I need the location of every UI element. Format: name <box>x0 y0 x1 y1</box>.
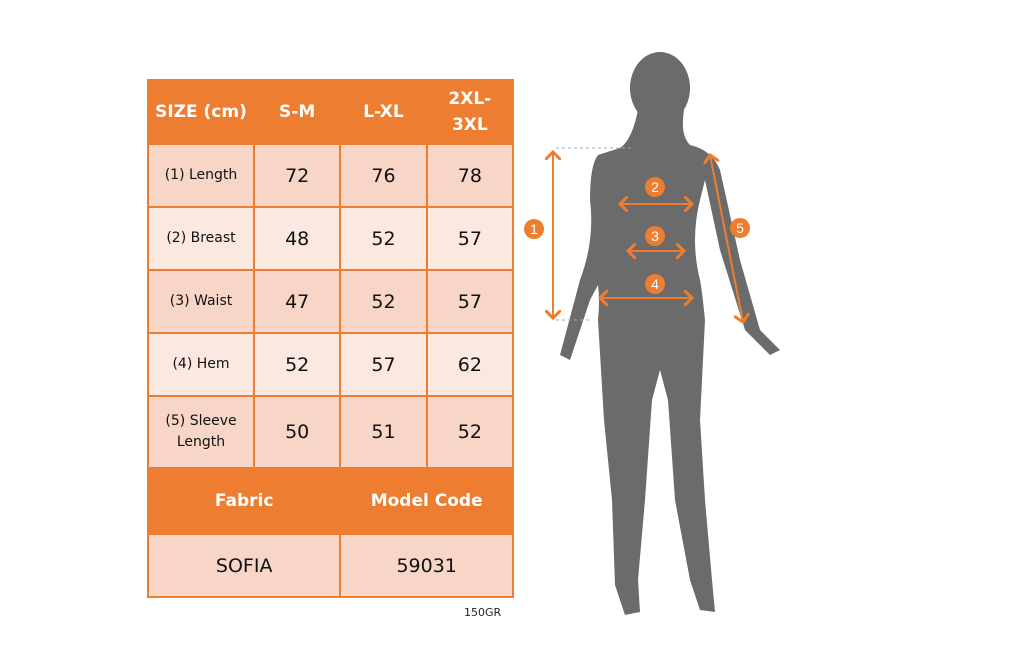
table-row: (5) Sleeve Length 50 51 52 <box>147 395 515 469</box>
marker-2: 2 <box>651 179 659 195</box>
cell: 57 <box>425 269 515 334</box>
fabric-header-row: Fabric Model Code <box>146 467 514 535</box>
fabric-value: SOFIA <box>146 533 342 598</box>
marker-1: 1 <box>530 221 538 237</box>
row-label: (4) Hem <box>147 332 255 397</box>
cell: 72 <box>252 143 342 208</box>
marker-3: 3 <box>651 228 659 244</box>
cell: 78 <box>425 143 515 208</box>
fabric-weight-note: 150GR <box>464 606 502 619</box>
header-size: SIZE (cm) <box>147 79 255 145</box>
row-label: (5) Sleeve Length <box>147 395 255 469</box>
cell: 62 <box>425 332 515 397</box>
header-l-xl: L-XL <box>339 79 428 145</box>
cell: 57 <box>339 332 428 397</box>
cell: 50 <box>252 395 342 469</box>
cell: 52 <box>252 332 342 397</box>
table-row: (4) Hem 52 57 62 <box>147 332 515 397</box>
cell: 52 <box>339 269 428 334</box>
cell: 51 <box>339 395 428 469</box>
measurement-markers <box>524 177 750 294</box>
model-code-value: 59031 <box>339 533 514 598</box>
model-code-header: Model Code <box>339 467 514 535</box>
cell: 52 <box>339 206 428 271</box>
cell: 76 <box>339 143 428 208</box>
header-s-m: S-M <box>252 79 342 145</box>
cell: 57 <box>425 206 515 271</box>
woman-silhouette <box>560 52 780 615</box>
cell: 52 <box>425 395 515 469</box>
fabric-header: Fabric <box>146 467 342 535</box>
table-row: (1) Length 72 76 78 <box>147 143 515 208</box>
header-row: SIZE (cm) S-M L-XL 2XL-3XL <box>147 79 515 145</box>
row-label: (3) Waist <box>147 269 255 334</box>
header-2xl-3xl: 2XL-3XL <box>425 79 515 145</box>
sleeve-arrow <box>710 155 743 322</box>
cell: 48 <box>252 206 342 271</box>
cell: 47 <box>252 269 342 334</box>
table-row: (2) Breast 48 52 57 <box>147 206 515 271</box>
size-chart-table: SIZE (cm) S-M L-XL 2XL-3XL (1) Length 72… <box>146 79 515 598</box>
row-label: (1) Length <box>147 143 255 208</box>
row-label: (2) Breast <box>147 206 255 271</box>
marker-4: 4 <box>651 276 659 292</box>
fabric-row: SOFIA 59031 <box>146 533 514 598</box>
marker-5: 5 <box>736 220 744 236</box>
table-row: (3) Waist 47 52 57 <box>147 269 515 334</box>
